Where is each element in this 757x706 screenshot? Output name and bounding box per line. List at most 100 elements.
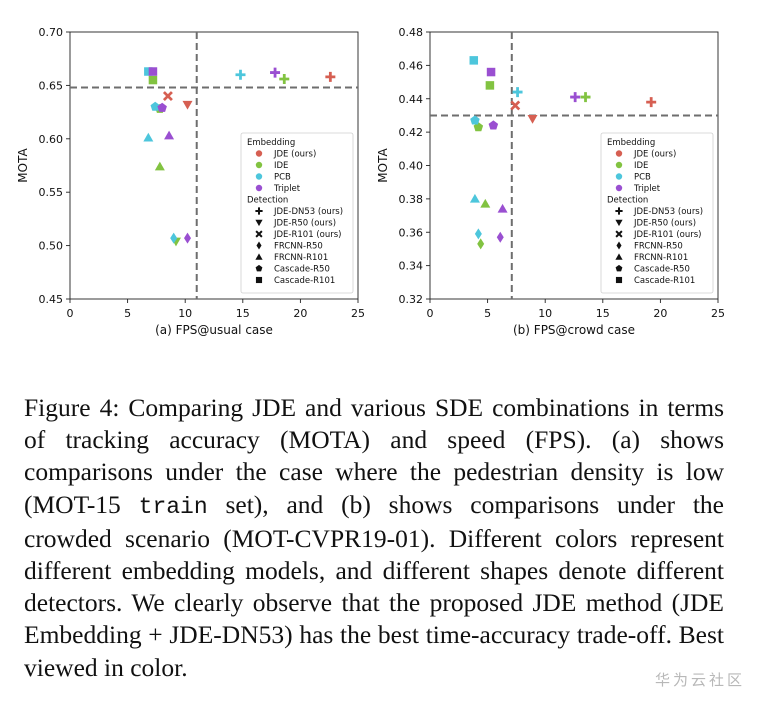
legend-detection-label: FRCNN-R101 [634,253,688,263]
y-tick-label: 0.60 [39,133,64,146]
data-point [486,67,496,77]
data-point [477,238,485,250]
caption-text-2: set), and (b) shows comparisons under th… [24,489,724,682]
legend-embedding-label: Triplet [273,184,301,194]
legend-embedding-label: JDE (ours) [273,150,316,160]
y-tick-label: 0.45 [39,293,64,306]
legend-marker-square [615,276,623,284]
x-tick-label: 10 [538,307,552,320]
y-tick-label: 0.46 [399,59,424,72]
x-tick-label: 25 [711,307,725,320]
legend-color-swatch [615,173,623,180]
data-point [162,91,173,102]
legend-color-swatch [255,184,263,192]
data-point [470,115,480,125]
legend-box [240,132,354,294]
legend-color-swatch [255,173,263,180]
x-axis-label: (b) FPS@crowd case [513,323,635,337]
data-point [182,100,193,110]
legend-detection-title: Detection [607,196,648,206]
data-point [580,92,591,103]
data-point [527,115,538,124]
y-tick-label: 0.65 [39,79,64,92]
legend-detection-label: Cascade-R101 [274,276,335,286]
legend-color-swatch [615,150,623,157]
legend-marker-x [255,230,263,238]
legend-embedding-label: IDE [634,161,648,171]
x-tick-label: 15 [596,307,610,320]
caption-text-1: Figure 4: Comparing JDE and various SDE … [24,393,724,519]
plot-frame [69,31,359,300]
legend-marker-square [255,276,263,284]
y-tick-label: 0.32 [399,293,424,306]
legend-detection-label: JDE-R50 (ours) [273,219,336,229]
legend-marker-x [615,230,623,238]
legend-detection-label: Cascade-R50 [634,265,690,275]
legend-detection-label: Cascade-R101 [634,276,695,286]
legend-color-swatch [255,161,263,169]
y-tick-label: 0.38 [399,193,424,206]
legend-marker-plus [255,207,263,215]
data-point [164,130,175,140]
legend-marker-triangle-down [255,219,263,227]
y-tick-label: 0.50 [39,240,64,253]
data-point [144,67,153,76]
legend-embedding-label: Triplet [633,184,661,194]
watermark: 华为云社区 [654,671,745,689]
legend-marker-triangle-up [615,253,623,260]
y-tick-label: 0.55 [39,186,64,199]
x-tick-label: 25 [351,307,365,320]
data-point [148,75,158,85]
legend-color-swatch [615,184,623,192]
data-point [488,120,499,130]
figure-charts: 0 5 10 15 20 25 0.45 0.50 0.55 0.60 0.65 0.70 (a) FP… [16,26,725,337]
legend-color-swatch [615,161,623,169]
x-tick-label: 0 [67,307,74,320]
legend-detection-label: JDE-DN53 (ours) [273,207,343,217]
legend-embedding-label: PCB [634,173,651,183]
data-point [325,71,336,82]
x-tick-label: 5 [124,307,131,320]
data-point [512,87,523,98]
data-point [150,101,160,111]
x-tick-label: 20 [293,307,307,320]
data-point [510,100,521,111]
data-point [143,132,154,142]
legend-embedding-label: JDE (ours) [633,150,676,160]
y-tick-label: 0.42 [399,126,424,139]
legend-marker-triangle-up [255,253,263,260]
y-tick-label: 0.40 [399,160,424,173]
legend-detection-label: JDE-R101 (ours) [633,230,701,240]
legend-detection-label: JDE-R101 (ours) [273,230,341,240]
legend-detection-title: Detection [247,196,288,206]
data-point [497,203,508,213]
data-point [279,73,290,84]
data-point [469,193,480,203]
legend-detection-label: Cascade-R50 [274,265,330,275]
y-tick-label: 0.34 [399,260,424,273]
data-point [270,67,281,78]
legend-embedding-label: IDE [274,161,288,171]
legend-box [600,132,714,294]
y-tick-label: 0.48 [399,26,424,39]
legend-detection-label: JDE-R50 (ours) [633,219,696,229]
legend-marker-pentagon [255,264,263,272]
legend-detection-label: FRCNN-R50 [634,242,683,252]
data-point [154,161,165,171]
data-point [469,56,479,65]
x-axis-label: (a) FPS@usual case [155,323,273,337]
legend-embedding-title: Embedding [247,138,295,148]
data-point [474,228,482,240]
x-tick-label: 0 [427,307,434,320]
data-point [170,232,178,244]
legend-embedding-title: Embedding [607,138,655,148]
y-axis-label: MOTA [16,148,30,183]
legend-embedding-label: PCB [274,173,291,183]
legend-marker-diamond [256,241,262,250]
y-axis-label: MOTA [376,148,390,183]
x-tick-label: 15 [236,307,250,320]
data-point [235,69,246,80]
legend-color-swatch [255,150,263,157]
